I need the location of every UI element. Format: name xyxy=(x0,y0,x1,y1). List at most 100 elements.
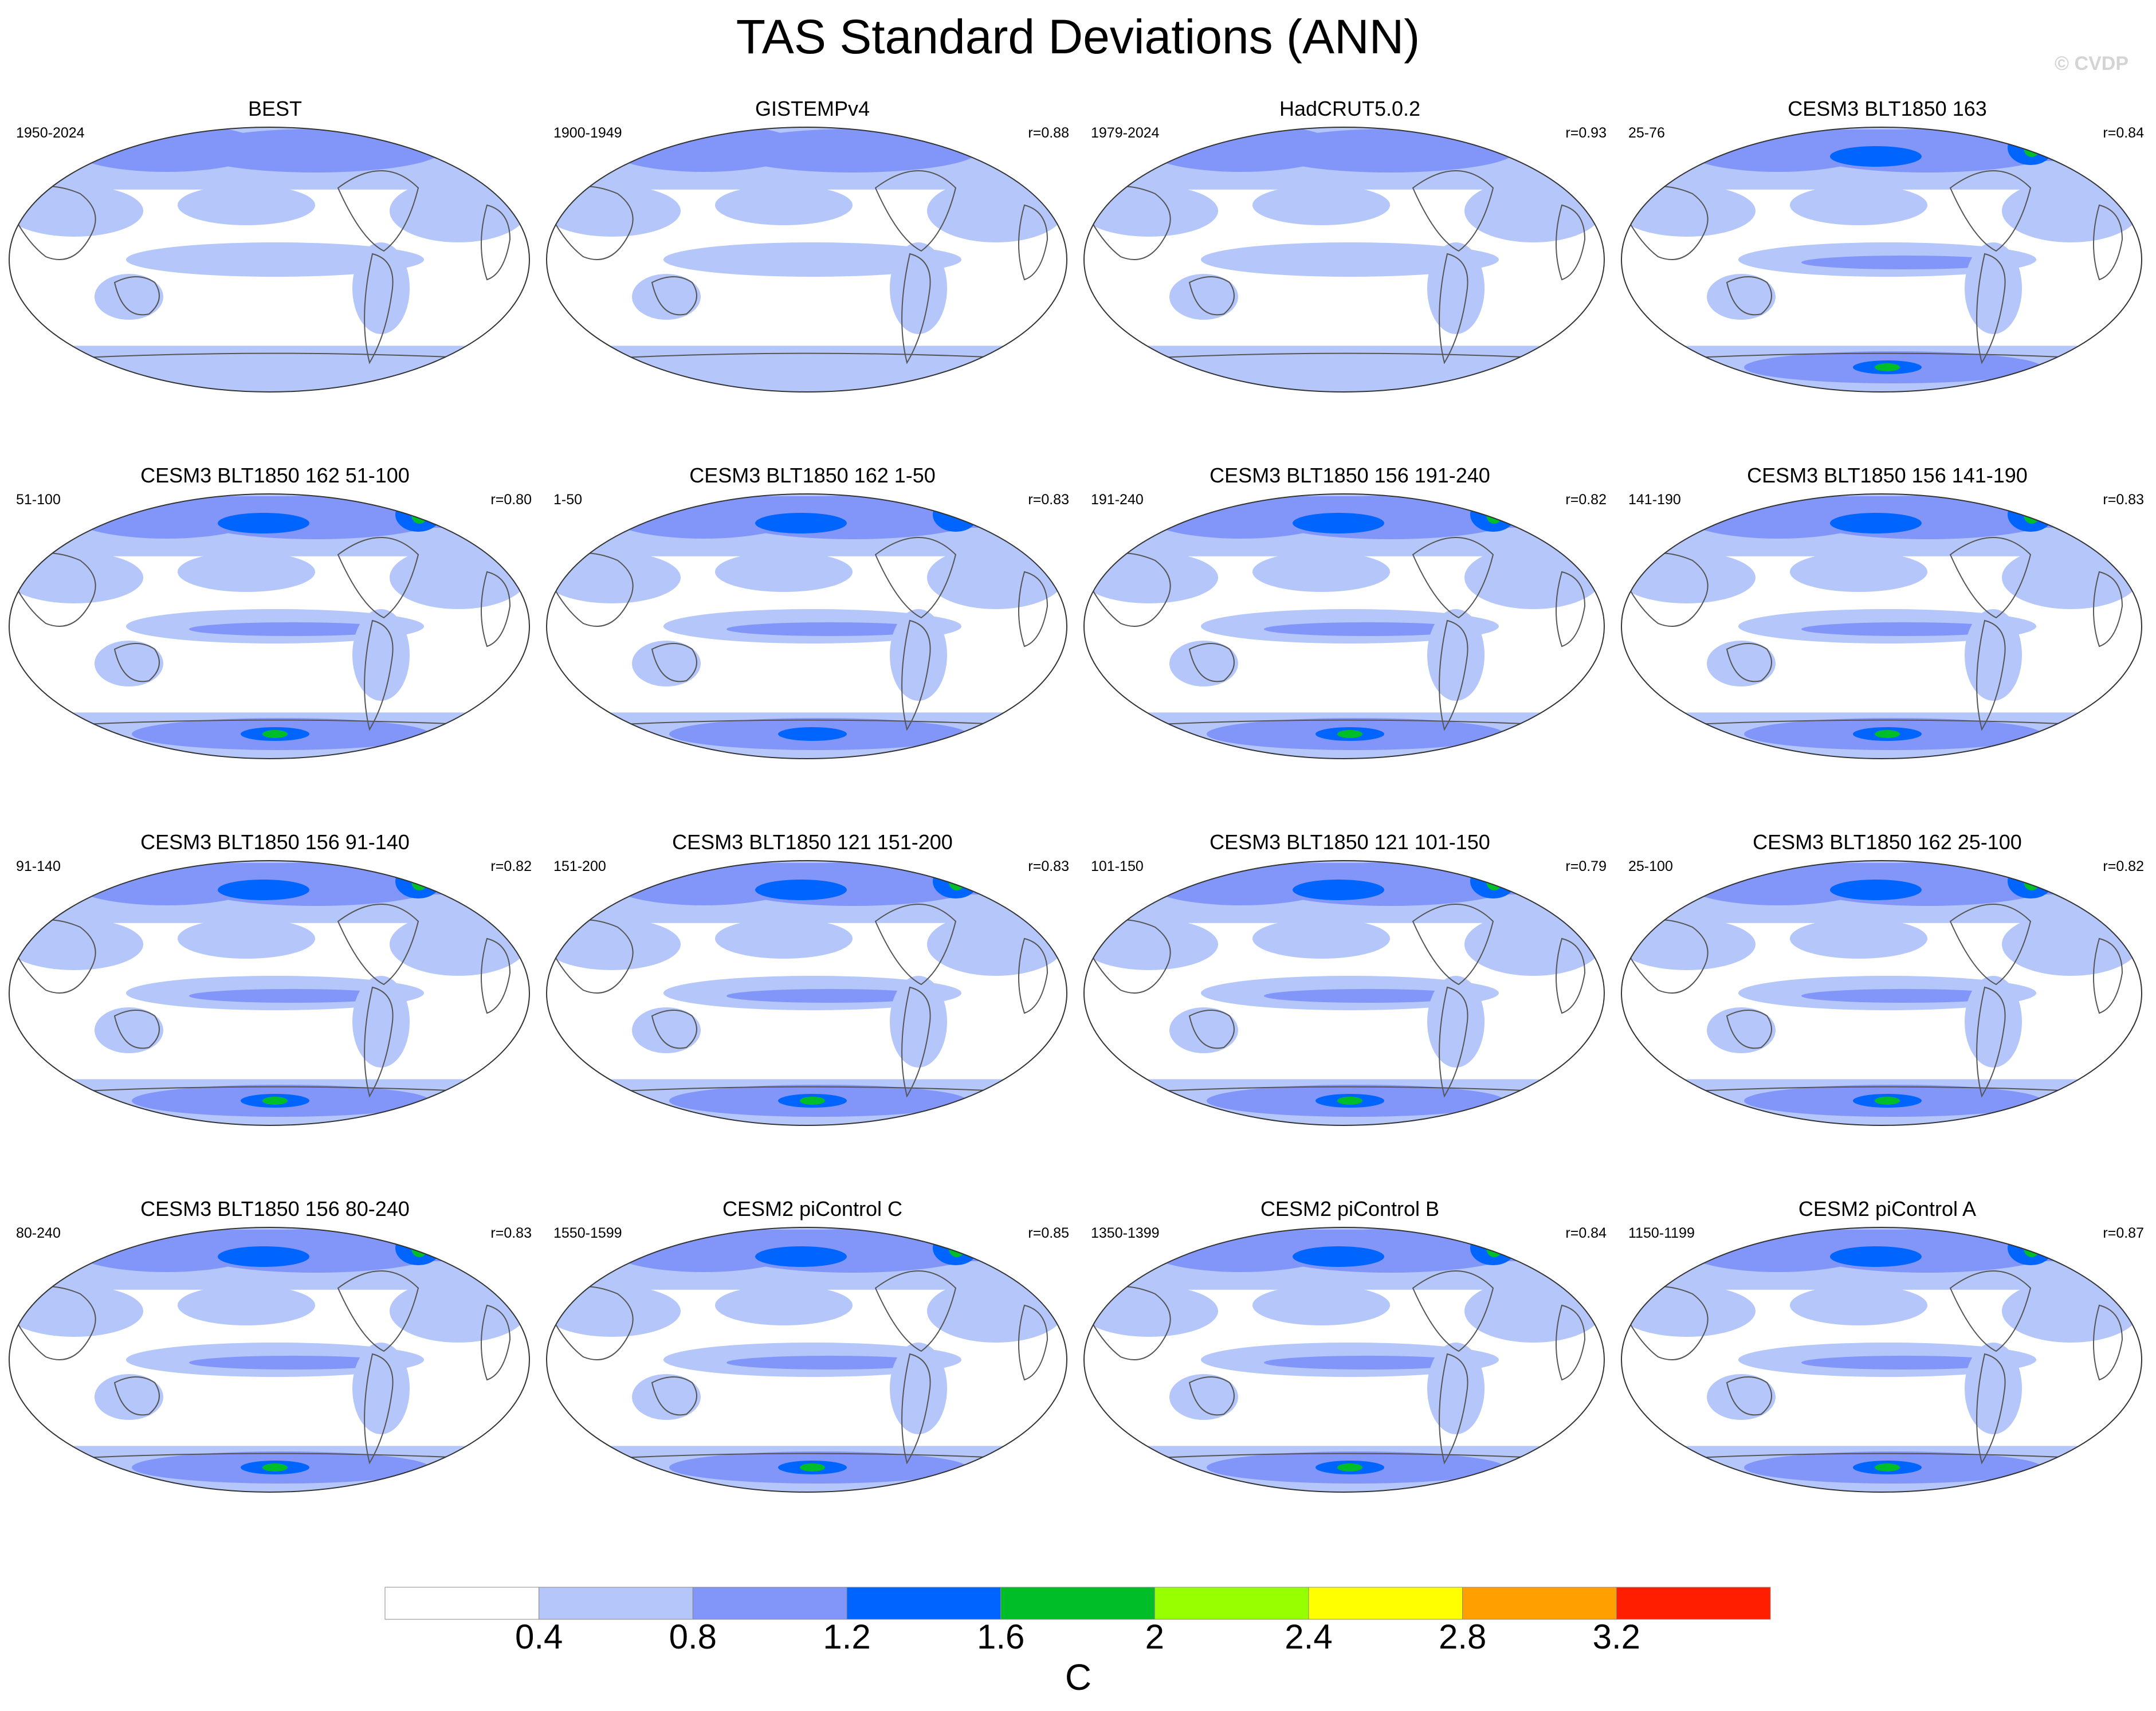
panel-period: 51-100 xyxy=(16,492,61,508)
panel-title: CESM3 BLT1850 156 80-240 xyxy=(140,1197,410,1221)
colorbar-tick-label: 1.2 xyxy=(823,1618,871,1656)
colorbar-segment xyxy=(1000,1587,1155,1620)
coastline xyxy=(1188,1010,1235,1049)
contour-level-1 xyxy=(1169,641,1238,686)
contour-level-1 xyxy=(890,609,947,701)
contour-level-1 xyxy=(1707,274,1776,320)
colorbar-tick-label: 1.6 xyxy=(976,1618,1025,1656)
colorbar-segment xyxy=(1308,1587,1463,1620)
contour-level-3 xyxy=(1293,1246,1384,1267)
colorbar-tick-label: 3.2 xyxy=(1592,1618,1641,1656)
coastline xyxy=(1726,1010,1772,1049)
coastline xyxy=(337,1270,419,1352)
contour-level-4 xyxy=(1337,1097,1362,1105)
coastline xyxy=(1188,643,1235,682)
contour-level-1 xyxy=(1707,1007,1776,1053)
map-svg xyxy=(1621,493,2142,759)
contour-level-4 xyxy=(1875,363,1900,371)
contour-level-1 xyxy=(9,185,143,237)
map-border xyxy=(546,860,1067,1126)
panel-period: 101-150 xyxy=(1091,858,1144,874)
contour-level-1 xyxy=(632,1374,701,1420)
contour-level-1 xyxy=(1790,185,1927,225)
contour-level-3 xyxy=(1830,1246,1922,1267)
coastline xyxy=(1949,537,2032,619)
colorbar-segment xyxy=(846,1587,1002,1620)
panel-period: 80-240 xyxy=(16,1225,61,1241)
coastline xyxy=(113,1376,160,1416)
coastline xyxy=(1949,170,2032,252)
contour-level-3 xyxy=(218,513,309,533)
coastline xyxy=(1018,571,1048,647)
contour-level-1 xyxy=(9,919,143,970)
panel-period: 141-190 xyxy=(1628,492,1681,508)
contour-level-3 xyxy=(1293,880,1384,900)
contour-level-1 xyxy=(1084,185,1218,237)
coastline xyxy=(1412,1270,1494,1352)
coastline xyxy=(1412,537,1494,619)
panel-title: BEST xyxy=(248,97,303,120)
contour-level-1 xyxy=(2002,179,2139,242)
contour-level-1 xyxy=(178,552,315,592)
coastline xyxy=(651,1376,697,1416)
contour-level-1 xyxy=(390,179,527,242)
panel-period: 1350-1399 xyxy=(1091,1225,1160,1241)
contour-level-2 xyxy=(189,622,395,636)
contour-level-1 xyxy=(178,919,315,959)
coastline xyxy=(901,1353,931,1465)
colorbar-units: C xyxy=(1065,1657,1092,1698)
panel-title: CESM2 piControl C xyxy=(722,1197,903,1221)
colorbar-tick-label: 0.8 xyxy=(669,1618,717,1656)
contour-level-1 xyxy=(547,1285,681,1337)
cvdp-watermark: © CVDP xyxy=(2055,53,2128,74)
contour-level-1 xyxy=(1464,1280,1602,1343)
coastline xyxy=(651,1010,697,1049)
coastline xyxy=(481,937,511,1014)
coastline xyxy=(113,276,160,316)
contour-level-4 xyxy=(1337,730,1362,738)
contour-level-1 xyxy=(1084,1285,1218,1337)
contour-level-1 xyxy=(390,546,527,609)
contour-level-2 xyxy=(1801,1356,2008,1369)
contour-level-2 xyxy=(1264,1356,1470,1369)
contour-level-4 xyxy=(1875,730,1900,738)
coastline xyxy=(1439,1353,1468,1465)
map-svg xyxy=(1083,1227,1605,1493)
coastline xyxy=(1188,1376,1235,1416)
contour-level-1 xyxy=(390,913,527,976)
panel-correlation: r=0.85 xyxy=(1028,1225,1069,1241)
contour-level-4 xyxy=(262,730,288,738)
contour-level-4 xyxy=(1337,1463,1362,1471)
coastline xyxy=(1976,986,2006,1098)
contour-level-1 xyxy=(95,1007,163,1053)
panel-correlation: r=0.83 xyxy=(2103,492,2144,508)
panel-correlation: r=0.82 xyxy=(1565,492,1607,508)
map-border xyxy=(1621,860,2142,1126)
coastline xyxy=(1018,204,1048,281)
coastline xyxy=(2093,1304,2123,1381)
map-panel: CESM3 BLT1850 156 141-190 141-190 r=0.83 xyxy=(1618,463,2156,830)
coastline xyxy=(1412,170,1494,252)
coastline xyxy=(481,1304,511,1381)
contour-level-1 xyxy=(1084,552,1218,603)
contour-level-1 xyxy=(126,242,424,277)
coastline xyxy=(337,170,419,252)
panel-title: CESM3 BLT1850 121 151-200 xyxy=(672,830,953,854)
contour-level-3 xyxy=(218,1246,309,1267)
map-panel: BEST 1950-2024 xyxy=(6,96,544,463)
contour-level-1 xyxy=(1707,1374,1776,1420)
coastline xyxy=(481,571,511,647)
contour-level-1 xyxy=(547,185,681,237)
contour-level-1 xyxy=(352,976,410,1068)
coastline xyxy=(1018,937,1048,1014)
map-border xyxy=(1083,493,1605,759)
map-border xyxy=(9,493,530,759)
map-svg xyxy=(1083,860,1605,1126)
panel-correlation: r=0.82 xyxy=(2103,858,2144,874)
map-panel: CESM3 BLT1850 121 151-200 151-200 r=0.83 xyxy=(543,830,1082,1196)
panel-correlation: r=0.83 xyxy=(1028,492,1069,508)
contour-level-1 xyxy=(927,913,1065,976)
coastline xyxy=(364,986,394,1098)
coastline xyxy=(364,1353,394,1465)
